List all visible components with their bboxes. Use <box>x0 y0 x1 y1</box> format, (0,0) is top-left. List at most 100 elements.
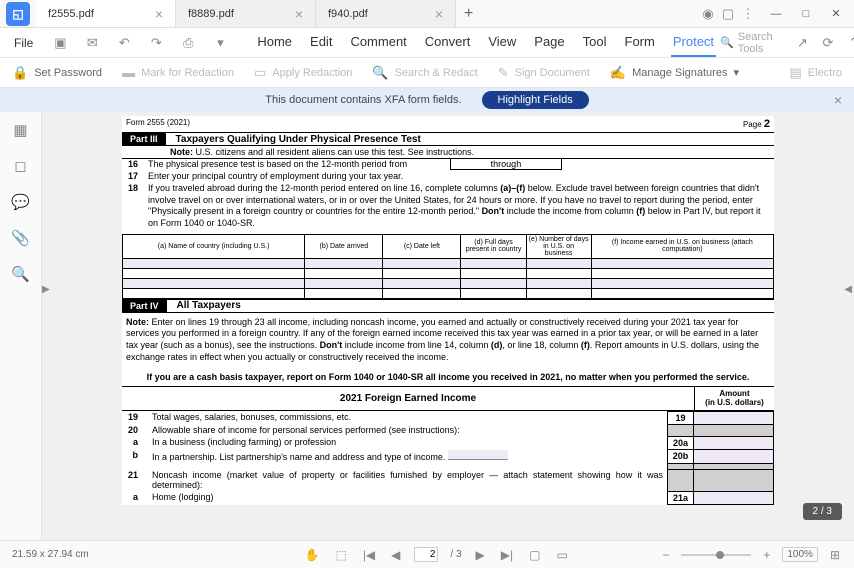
view-mode-icon[interactable]: ⊞ <box>828 548 842 562</box>
tab-tool[interactable]: Tool <box>581 28 609 57</box>
first-page-icon[interactable]: |◀ <box>361 548 377 562</box>
table-row[interactable] <box>123 288 774 298</box>
prev-page-icon[interactable]: ◀ <box>389 548 402 562</box>
minimize-button[interactable]: — <box>762 4 790 24</box>
mail-icon[interactable]: ✉ <box>81 32 103 54</box>
page-input[interactable] <box>414 547 438 562</box>
part3-title: Taxpayers Qualifying Under Physical Pres… <box>176 134 421 145</box>
tab-protect[interactable]: Protect <box>671 28 716 57</box>
close-icon[interactable]: × <box>155 6 163 22</box>
tab-label: f2555.pdf <box>48 8 94 20</box>
bookmark-icon[interactable]: ◻ <box>11 156 31 176</box>
line-19-text: Total wages, salaries, bonuses, commissi… <box>148 411 668 424</box>
manage-signatures-button[interactable]: ✍ Manage Signatures ▾ <box>610 65 739 81</box>
line-19-num: 19 <box>122 411 148 424</box>
electronic-button[interactable]: ▤ Electro <box>789 65 842 81</box>
partnership-input[interactable] <box>448 450 508 460</box>
zoom-out-icon[interactable]: − <box>660 548 671 562</box>
col-e-header: (e) Number of days in U.S. on business <box>526 234 591 258</box>
line-21-amount <box>694 469 774 491</box>
apply-redaction-button[interactable]: ▭ Apply Redaction <box>254 65 352 81</box>
income-table: 19 Total wages, salaries, bonuses, commi… <box>122 411 774 505</box>
tab-page[interactable]: Page <box>532 28 566 57</box>
next-page-icon[interactable]: ▶ <box>474 548 487 562</box>
search-tools[interactable]: 🔍 Search Tools <box>720 31 785 55</box>
close-icon[interactable]: × <box>435 6 443 22</box>
line-20b-box: 20b <box>668 449 694 463</box>
line-20a-amount[interactable] <box>694 436 774 449</box>
maximize-button[interactable]: □ <box>792 4 820 24</box>
share-icon[interactable]: ↗ <box>793 32 811 54</box>
mark-redaction-button[interactable]: ▬ Mark for Redaction <box>122 65 234 80</box>
banner-text: This document contains XFA form fields. <box>265 94 461 106</box>
page-number: Page 2 <box>743 118 770 130</box>
line-19-amount[interactable] <box>694 411 774 424</box>
line-20b-num: b <box>122 449 148 463</box>
line-20-num: 20 <box>122 424 148 436</box>
expand-right-handle[interactable]: ◀ <box>844 284 852 295</box>
search-redact-button[interactable]: 🔍 Search & Redact <box>372 65 477 81</box>
save-icon[interactable]: ▣ <box>49 32 71 54</box>
tab-form[interactable]: Form <box>623 28 657 57</box>
fit-page-icon[interactable]: ▢ <box>527 548 542 562</box>
line-20b-amount[interactable] <box>694 449 774 463</box>
undo-icon[interactable]: ↶ <box>113 32 135 54</box>
kebab-icon[interactable]: ⋮ <box>738 4 758 24</box>
redo-icon[interactable]: ↷ <box>145 32 167 54</box>
search-icon: 🔍 <box>720 36 734 49</box>
line-20b-text: In a partnership. List partnership's nam… <box>148 449 668 463</box>
tab-convert[interactable]: Convert <box>423 28 473 57</box>
part4-title: All Taxpayers <box>177 300 241 311</box>
sign-document-button[interactable]: ✎ Sign Document <box>498 65 590 81</box>
close-button[interactable]: ✕ <box>822 4 850 24</box>
tab-label: f940.pdf <box>328 8 368 20</box>
document-viewport[interactable]: Form 2555 (2021) Page 2 Part III Taxpaye… <box>42 112 854 540</box>
sync-icon[interactable]: ⟳ <box>819 32 837 54</box>
last-page-icon[interactable]: ▶| <box>499 548 515 562</box>
zoom-value[interactable]: 100% <box>782 547 818 562</box>
document-tabs: f2555.pdf × f8889.pdf × f940.pdf × + <box>36 0 698 27</box>
highlight-fields-button[interactable]: Highlight Fields <box>482 91 589 109</box>
page-indicator: 2 / 3 <box>803 503 842 520</box>
tab-edit[interactable]: Edit <box>308 28 334 57</box>
tab-view[interactable]: View <box>486 28 518 57</box>
line-18-num: 18 <box>122 183 148 230</box>
close-icon[interactable]: × <box>834 92 842 108</box>
marker-icon: ▬ <box>122 65 135 80</box>
attachment-icon[interactable]: 📎 <box>11 228 31 248</box>
col-f-header: (f) Income earned in U.S. on business (a… <box>591 234 773 258</box>
hand-tool-icon[interactable]: ✋ <box>303 548 322 562</box>
dropdown-icon[interactable]: ▾ <box>209 32 231 54</box>
search-panel-icon[interactable]: 🔍 <box>11 264 31 284</box>
tab-f940[interactable]: f940.pdf × <box>316 0 456 27</box>
table-row[interactable] <box>123 278 774 288</box>
chevron-down-icon: ▾ <box>733 66 739 79</box>
tab-f8889[interactable]: f8889.pdf × <box>176 0 316 27</box>
zoom-slider[interactable] <box>681 554 751 556</box>
file-menu[interactable]: File <box>8 32 39 54</box>
sign-icon: ✎ <box>498 65 509 81</box>
close-icon[interactable]: × <box>295 6 303 22</box>
set-password-button[interactable]: 🔒 Set Password <box>12 65 102 81</box>
table-row[interactable] <box>123 258 774 268</box>
line-20a-num: a <box>122 436 148 449</box>
tab-comment[interactable]: Comment <box>348 28 408 57</box>
line-17-num: 17 <box>122 171 148 183</box>
collapse-icon[interactable]: ⌃ <box>845 32 854 54</box>
fit-width-icon[interactable]: ▭ <box>554 548 569 562</box>
line-21-box <box>668 469 694 491</box>
comment-icon[interactable]: 💬 <box>11 192 31 212</box>
line-21a-amount[interactable] <box>694 491 774 504</box>
select-tool-icon[interactable]: ⬚ <box>333 548 348 562</box>
xfa-banner: This document contains XFA form fields. … <box>0 88 854 112</box>
tab-home[interactable]: Home <box>255 28 294 57</box>
line-21a-text: Home (lodging) <box>148 491 668 504</box>
new-tab-button[interactable]: + <box>456 0 481 27</box>
tab-f2555[interactable]: f2555.pdf × <box>36 0 176 27</box>
app-menu-icon[interactable]: ▢ <box>718 4 738 24</box>
print-icon[interactable]: ⎙ <box>177 32 199 54</box>
user-icon[interactable]: ◉ <box>698 4 718 24</box>
thumbnails-icon[interactable]: ▦ <box>11 120 31 140</box>
zoom-in-icon[interactable]: + <box>761 548 772 562</box>
table-row[interactable] <box>123 268 774 278</box>
